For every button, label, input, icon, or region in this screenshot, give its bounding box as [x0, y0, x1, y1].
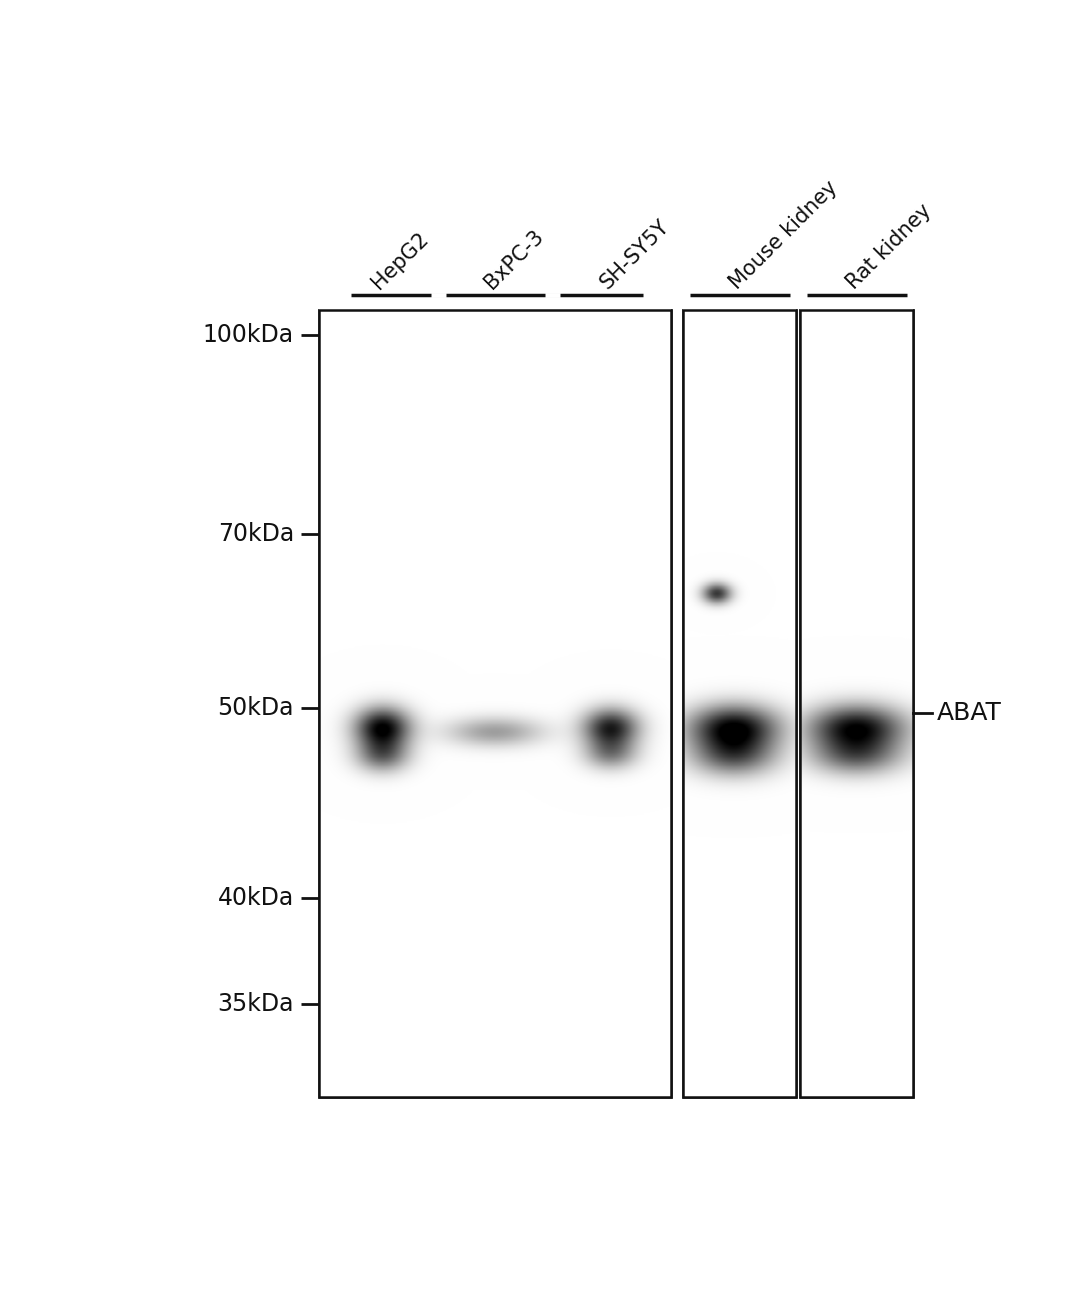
Bar — [320, 309, 671, 1097]
Text: 100kDa: 100kDa — [203, 322, 294, 347]
Text: Mouse kidney: Mouse kidney — [726, 177, 841, 292]
Text: 70kDa: 70kDa — [218, 521, 294, 546]
Text: 35kDa: 35kDa — [217, 992, 294, 1016]
Bar — [800, 309, 914, 1097]
Bar — [684, 309, 796, 1097]
Text: Rat kidney: Rat kidney — [842, 201, 935, 292]
Bar — [684, 309, 796, 1097]
Text: 40kDa: 40kDa — [218, 885, 294, 910]
Text: ABAT: ABAT — [936, 701, 1002, 725]
Text: SH-SY5Y: SH-SY5Y — [597, 216, 674, 292]
Bar — [800, 309, 914, 1097]
Text: BxPC-3: BxPC-3 — [481, 226, 548, 292]
Bar — [320, 309, 671, 1097]
Text: 50kDa: 50kDa — [217, 696, 294, 721]
Text: HepG2: HepG2 — [368, 228, 433, 292]
